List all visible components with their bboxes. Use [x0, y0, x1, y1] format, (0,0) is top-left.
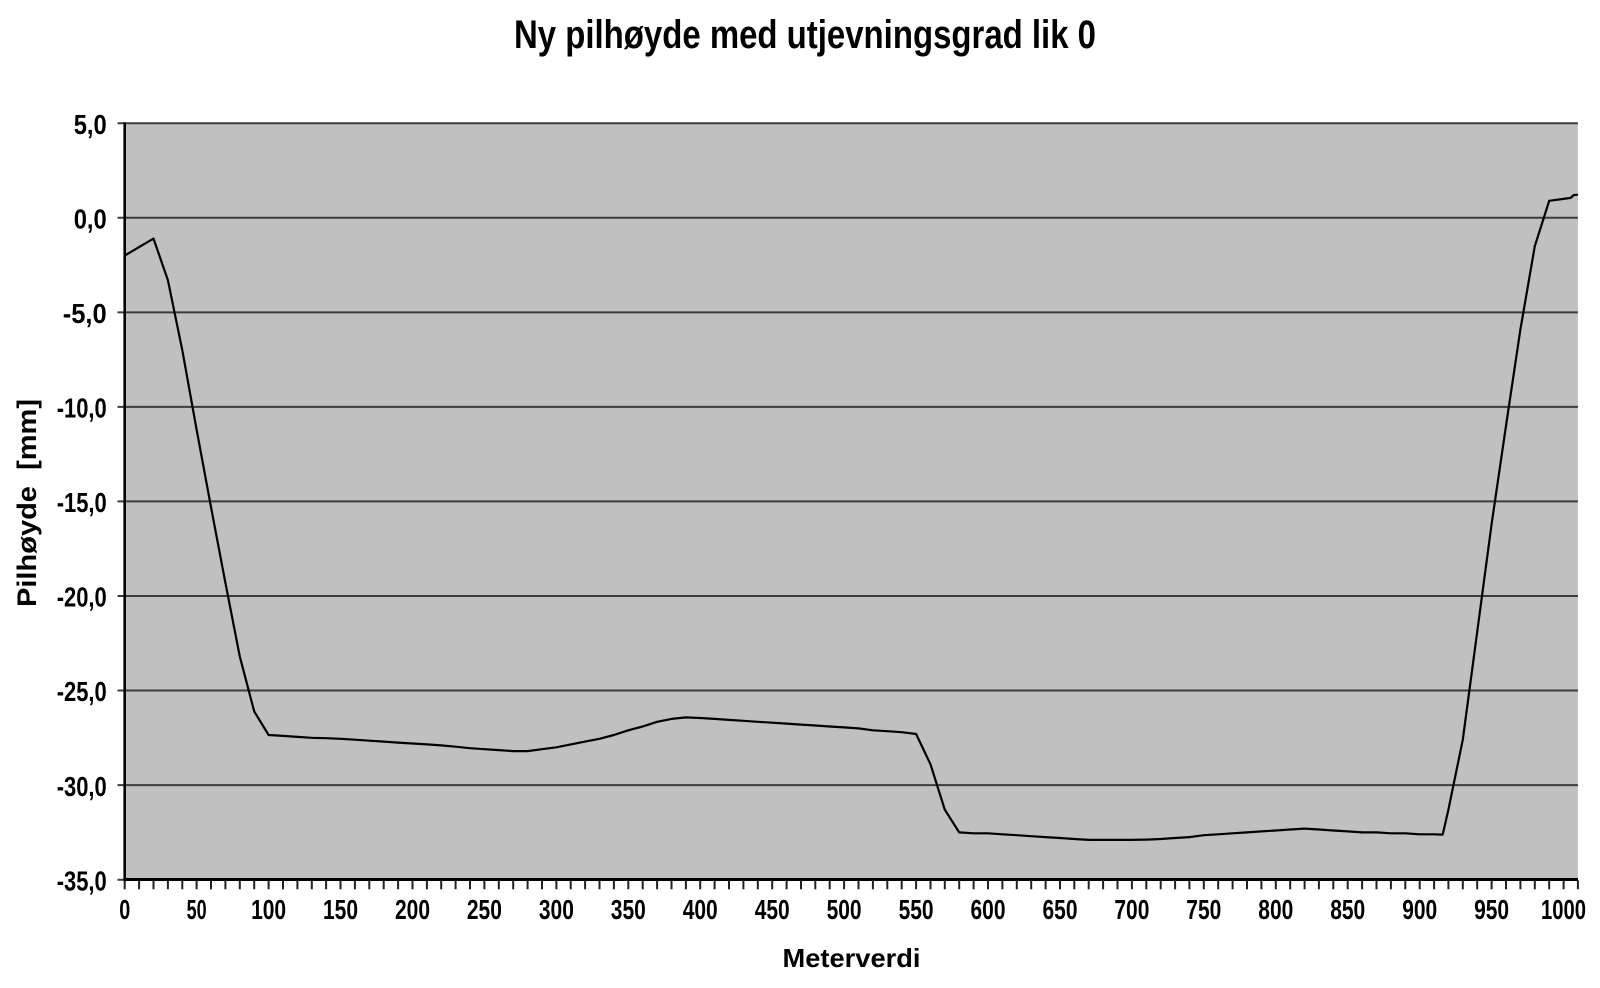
svg-text:0: 0 [119, 894, 130, 925]
svg-text:250: 250 [467, 894, 502, 925]
svg-text:650: 650 [1043, 894, 1078, 925]
svg-text:-25,0: -25,0 [57, 676, 107, 707]
svg-text:-5,0: -5,0 [63, 298, 107, 329]
svg-text:Ny pilhøyde med utjevningsgrad: Ny pilhøyde med utjevningsgrad lik 0 [514, 13, 1096, 57]
svg-text:200: 200 [395, 894, 430, 925]
svg-text:-30,0: -30,0 [57, 771, 107, 802]
svg-text:850: 850 [1330, 894, 1365, 925]
svg-text:350: 350 [611, 894, 646, 925]
svg-text:700: 700 [1114, 894, 1149, 925]
svg-text:500: 500 [827, 894, 862, 925]
svg-text:950: 950 [1474, 894, 1509, 925]
svg-text:300: 300 [539, 894, 574, 925]
svg-text:1000: 1000 [1541, 894, 1586, 925]
svg-text:400: 400 [683, 894, 718, 925]
svg-text:450: 450 [755, 894, 790, 925]
svg-text:900: 900 [1402, 894, 1437, 925]
svg-text:50: 50 [187, 894, 207, 925]
svg-text:-15,0: -15,0 [57, 487, 107, 518]
svg-text:-35,0: -35,0 [57, 865, 107, 896]
svg-text:100: 100 [251, 894, 286, 925]
svg-text:150: 150 [323, 894, 358, 925]
svg-text:-10,0: -10,0 [57, 393, 107, 424]
svg-text:750: 750 [1186, 894, 1221, 925]
svg-text:0,0: 0,0 [74, 204, 107, 235]
svg-text:600: 600 [971, 894, 1006, 925]
svg-text:Pilhøyde [mm]: Pilhøyde [mm] [12, 399, 42, 607]
svg-text:550: 550 [899, 894, 934, 925]
svg-text:800: 800 [1258, 894, 1293, 925]
svg-text:Meterverdi: Meterverdi [783, 943, 921, 973]
svg-text:-20,0: -20,0 [57, 582, 107, 613]
svg-text:5,0: 5,0 [74, 109, 107, 140]
